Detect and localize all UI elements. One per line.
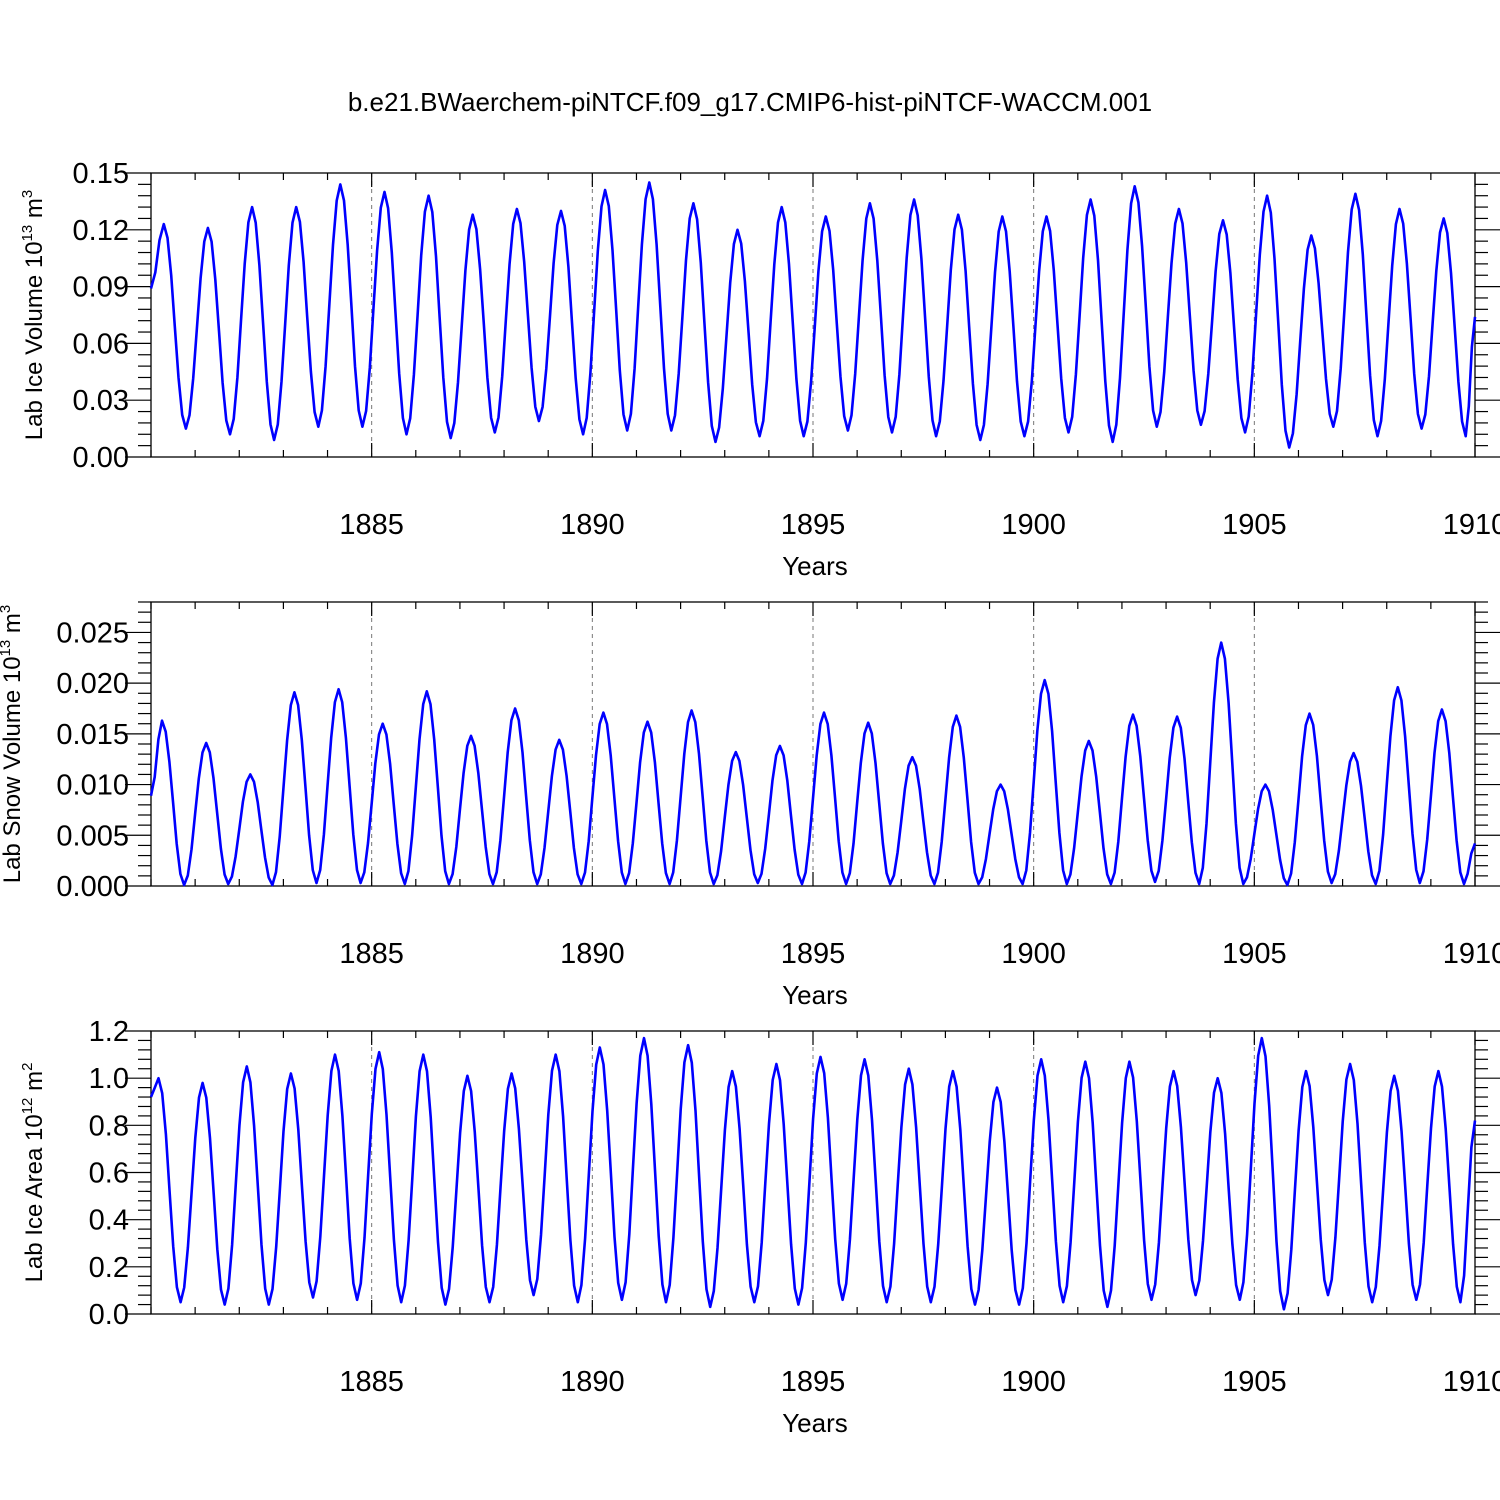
x-tick-label: 1905 — [1222, 1366, 1287, 1398]
y-tick-label: 0.005 — [56, 820, 129, 852]
x-axis-label: Years — [782, 551, 848, 581]
y-tick-label: 0.06 — [73, 328, 129, 360]
y-axis-label: Lab Ice Area 1012 m2 — [19, 1063, 48, 1283]
chart-panel-3: 1885 1890 1895 1900 1905 1910 0.0 0.2 0.4 0.6 0.8 1… — [19, 1016, 1500, 1438]
y-tick-label: 0.015 — [56, 719, 129, 751]
x-tick-label: 1895 — [781, 509, 846, 541]
x-tick-label: 1890 — [560, 1366, 625, 1398]
series-line — [149, 181, 1477, 449]
x-tick-label: 1895 — [781, 938, 846, 970]
x-tick-label: 1900 — [1001, 509, 1066, 541]
chart-panel-1: 1885 1890 1895 1900 1905 1910 0.00 0.03 0.06 0.09… — [19, 158, 1500, 581]
y-tick-label: 0.025 — [56, 617, 129, 649]
y-tick-label: 0.12 — [73, 215, 129, 247]
y-tick-label: 0.4 — [89, 1205, 129, 1237]
chart-panel-2: 1885 1890 1895 1900 1905 1910 0.000 0.005 0.010 0… — [0, 601, 1500, 1010]
x-tick-label: 1885 — [339, 1366, 404, 1398]
x-tick-label: 1910 — [1443, 938, 1500, 970]
y-tick-label: 1.0 — [89, 1063, 129, 1095]
y-tick-label: 0.00 — [73, 442, 129, 474]
x-tick-label: 1900 — [1001, 1366, 1066, 1398]
y-tick-label: 1.2 — [89, 1016, 129, 1048]
x-tick-label: 1890 — [560, 509, 625, 541]
y-axis-label: Lab Snow Volume 1013 m3 — [0, 605, 26, 884]
x-tick-label: 1910 — [1443, 509, 1500, 541]
x-tick-label: 1905 — [1222, 509, 1287, 541]
series-line — [149, 641, 1477, 887]
chart-title: b.e21.BWaerchem-piNTCF.f09_g17.CMIP6-his… — [348, 87, 1152, 117]
y-tick-label: 0.09 — [73, 272, 129, 304]
series-line — [149, 1036, 1477, 1311]
y-tick-label: 0.010 — [56, 770, 129, 802]
x-tick-label: 1900 — [1001, 938, 1066, 970]
x-axis-label: Years — [782, 980, 848, 1010]
x-tick-label: 1905 — [1222, 938, 1287, 970]
x-axis-label: Years — [782, 1408, 848, 1438]
x-tick-label: 1895 — [781, 1366, 846, 1398]
y-tick-label: 0.020 — [56, 668, 129, 700]
y-tick-label: 0.000 — [56, 871, 129, 903]
x-tick-label: 1885 — [339, 509, 404, 541]
y-tick-label: 0.6 — [89, 1158, 129, 1190]
x-tick-label: 1890 — [560, 938, 625, 970]
y-tick-label: 0.2 — [89, 1252, 129, 1284]
y-tick-label: 0.15 — [73, 158, 129, 190]
y-axis-label: Lab Ice Volume 1013 m3 — [19, 190, 48, 441]
y-tick-label: 0.0 — [89, 1299, 129, 1331]
x-tick-label: 1910 — [1443, 1366, 1500, 1398]
y-tick-label: 0.03 — [73, 385, 129, 417]
x-tick-label: 1885 — [339, 938, 404, 970]
y-tick-label: 0.8 — [89, 1110, 129, 1142]
